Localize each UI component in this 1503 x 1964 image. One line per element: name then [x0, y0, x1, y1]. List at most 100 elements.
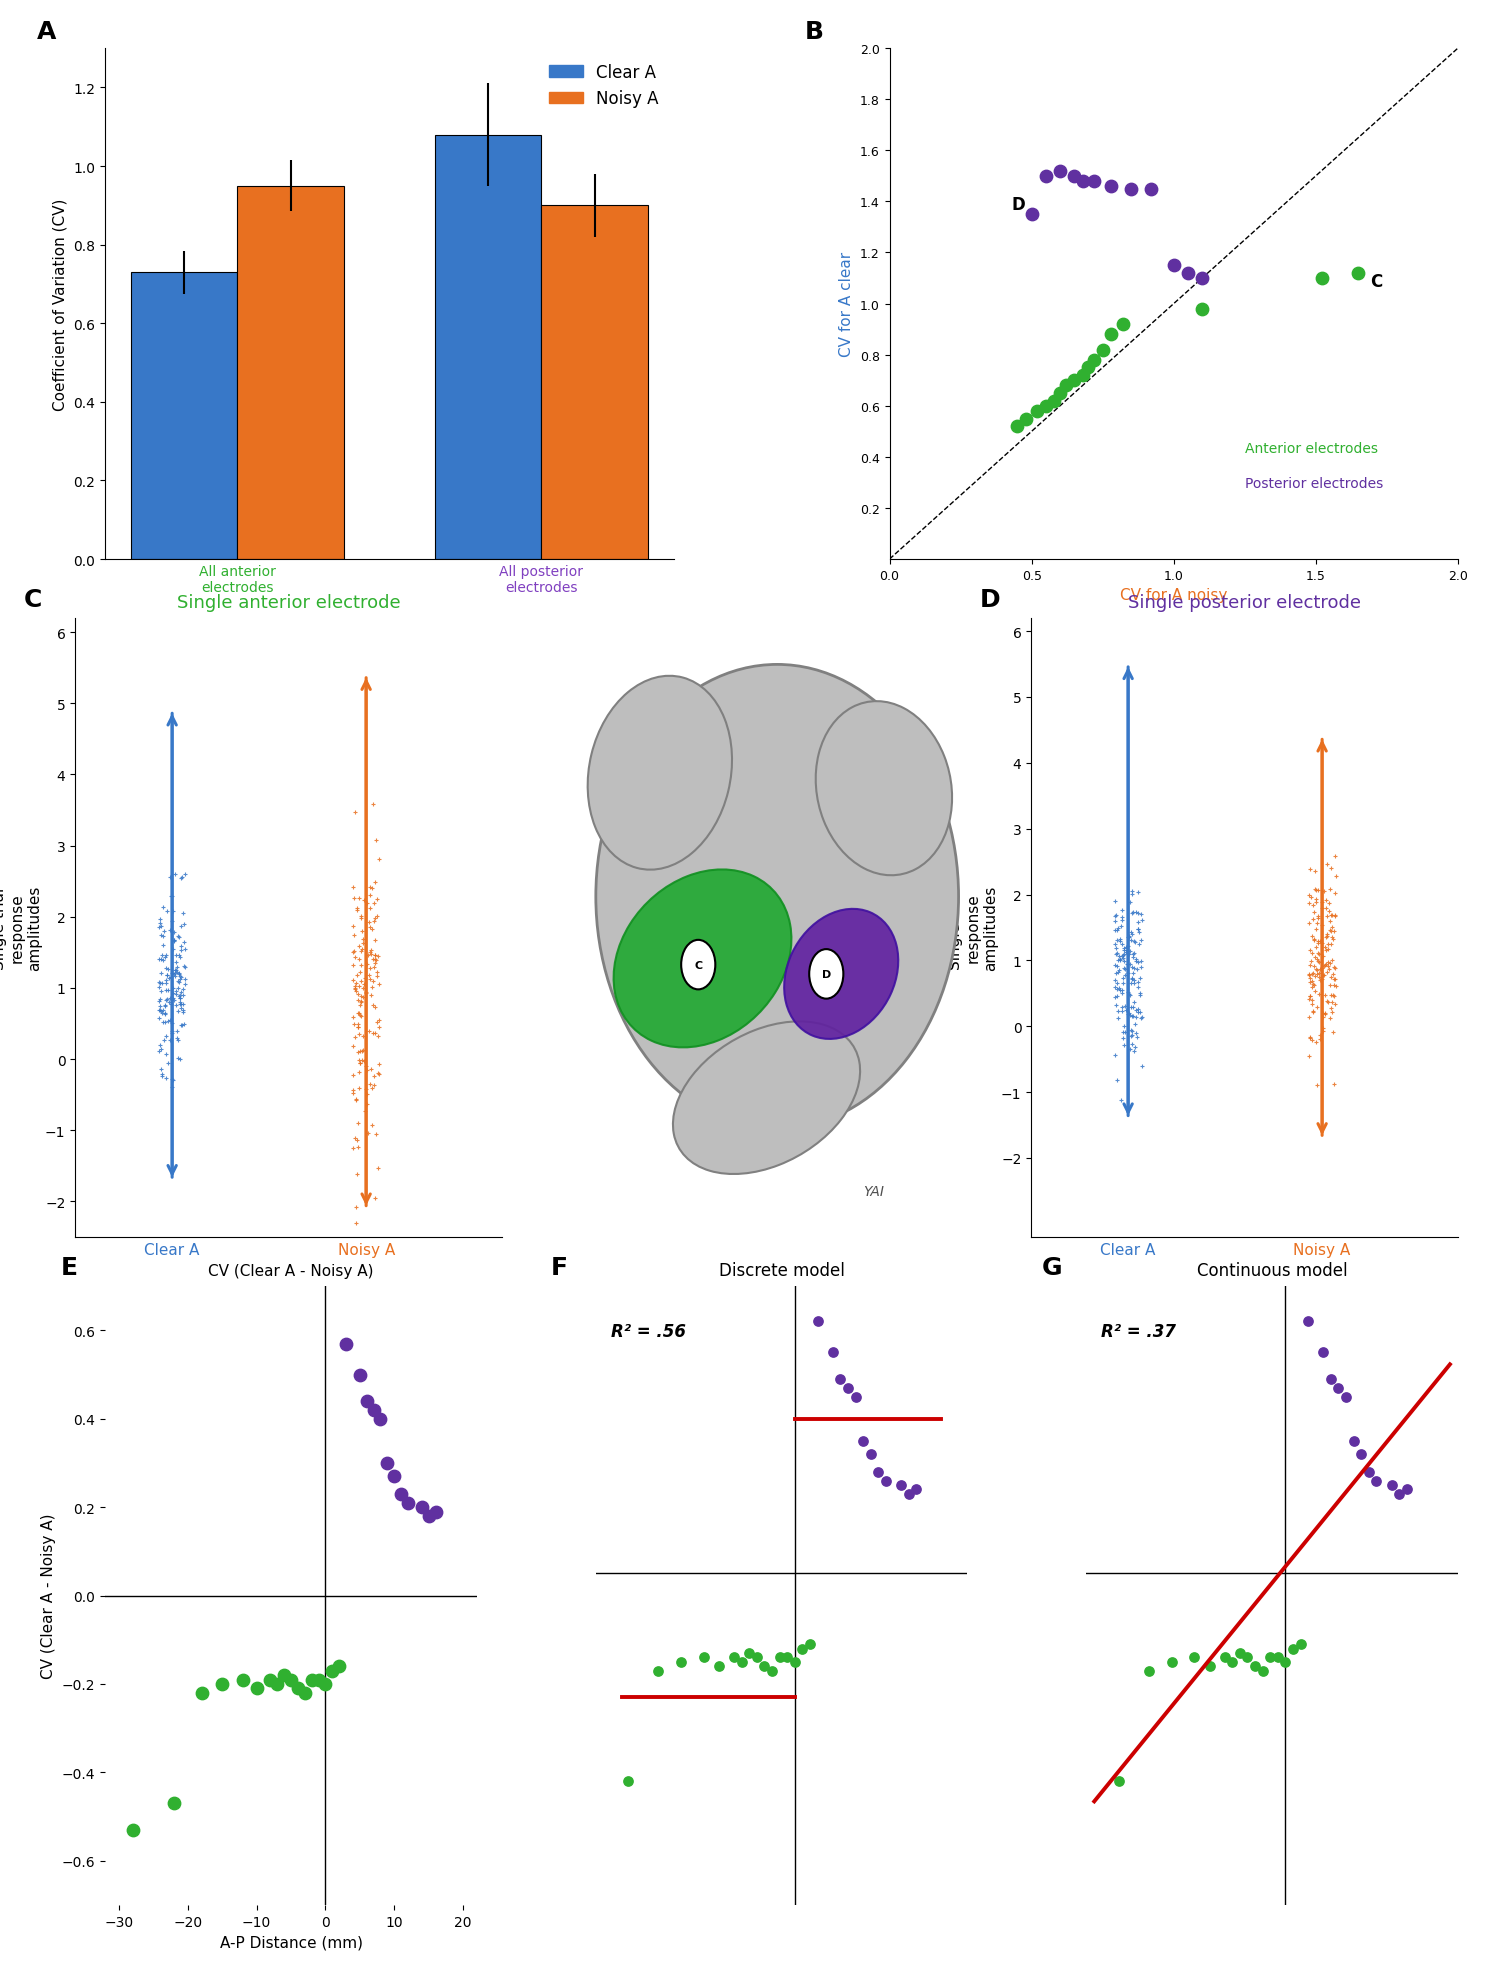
- Point: [346, 1108, 370, 1139]
- Point: [1306, 925, 1330, 956]
- Point: [1111, 941, 1135, 972]
- Point: [1103, 990, 1127, 1021]
- Point: [1034, 161, 1058, 192]
- Point: [147, 990, 171, 1021]
- Point: [1318, 874, 1342, 905]
- Point: [1302, 925, 1326, 956]
- Point: [365, 960, 389, 992]
- Point: [361, 990, 385, 1021]
- Point: [1109, 901, 1133, 933]
- Point: [1123, 1031, 1147, 1063]
- Point: [171, 980, 195, 1011]
- Point: [1118, 949, 1142, 980]
- Point: [1314, 998, 1338, 1029]
- Point: [362, 953, 386, 984]
- Point: [341, 935, 365, 966]
- Point: [359, 1055, 383, 1086]
- Point: [150, 994, 174, 1025]
- Point: [1121, 1002, 1145, 1033]
- Point: [1347, 257, 1371, 289]
- Point: [344, 1192, 368, 1224]
- Point: [1114, 937, 1138, 968]
- Point: [155, 974, 179, 1006]
- Point: [1314, 884, 1338, 915]
- Point: [1006, 410, 1030, 442]
- Point: [159, 988, 183, 1019]
- Ellipse shape: [595, 666, 959, 1129]
- Point: [161, 958, 185, 990]
- Point: [343, 974, 367, 1006]
- Point: [347, 1072, 371, 1104]
- Point: [1105, 951, 1129, 982]
- Point: [1297, 1002, 1321, 1033]
- Point: [1323, 980, 1347, 1011]
- Point: [1118, 1000, 1142, 1031]
- Point: [156, 955, 180, 986]
- Point: [1175, 257, 1199, 289]
- Point: [150, 1061, 174, 1092]
- Point: [1106, 1766, 1130, 1797]
- Point: [152, 892, 176, 923]
- Point: [1108, 925, 1132, 956]
- Point: [173, 858, 197, 890]
- Point: [355, 949, 379, 980]
- Point: [364, 903, 388, 935]
- Point: [150, 998, 174, 1029]
- Point: [358, 911, 382, 943]
- Point: [1312, 951, 1336, 982]
- Point: [1121, 958, 1145, 990]
- Point: [1115, 976, 1139, 1008]
- Point: [353, 962, 377, 994]
- Point: [362, 888, 386, 919]
- Point: [738, 1638, 762, 1669]
- Point: [168, 980, 192, 1011]
- Point: [167, 958, 191, 990]
- Point: [1318, 947, 1342, 978]
- Point: [168, 935, 192, 966]
- Point: [362, 905, 386, 937]
- Point: [1106, 956, 1130, 988]
- Point: [161, 972, 185, 1004]
- Point: [1323, 900, 1347, 931]
- Point: [164, 941, 188, 972]
- Point: [349, 951, 373, 982]
- Point: [1103, 886, 1127, 917]
- Point: [362, 1070, 386, 1102]
- Text: Anterior electrodes: Anterior electrodes: [1244, 442, 1378, 456]
- Point: [272, 1660, 296, 1691]
- Text: R² = .56: R² = .56: [610, 1322, 685, 1339]
- Point: [299, 1664, 323, 1695]
- Point: [753, 1650, 777, 1681]
- Point: [1118, 980, 1142, 1011]
- Point: [156, 1047, 180, 1078]
- Point: [1306, 947, 1330, 978]
- Point: [1126, 972, 1150, 1004]
- Point: [1112, 1029, 1136, 1061]
- Point: [364, 992, 388, 1023]
- Point: [1320, 921, 1344, 953]
- Legend: Clear A, Noisy A: Clear A, Noisy A: [543, 57, 666, 116]
- Point: [1129, 953, 1153, 984]
- Point: [161, 933, 185, 964]
- Point: [1306, 939, 1330, 970]
- Point: [1305, 888, 1329, 919]
- Point: [307, 1664, 331, 1695]
- Point: [1120, 968, 1144, 1000]
- Point: [1318, 1363, 1342, 1394]
- Point: [1320, 911, 1344, 943]
- Title: Discrete model: Discrete model: [718, 1261, 845, 1279]
- Point: [1130, 1002, 1154, 1033]
- Point: [1312, 980, 1336, 1011]
- Point: [1318, 1002, 1342, 1033]
- Point: [1115, 949, 1139, 980]
- Point: [171, 898, 195, 929]
- Ellipse shape: [785, 909, 899, 1039]
- Point: [293, 1677, 317, 1709]
- Point: [356, 960, 380, 992]
- Point: [173, 951, 197, 982]
- Point: [1108, 945, 1132, 976]
- Point: [155, 960, 179, 992]
- Point: [1303, 976, 1327, 1008]
- Point: [1124, 945, 1148, 976]
- Y-axis label: Coefficient of Variation (CV): Coefficient of Variation (CV): [53, 198, 68, 410]
